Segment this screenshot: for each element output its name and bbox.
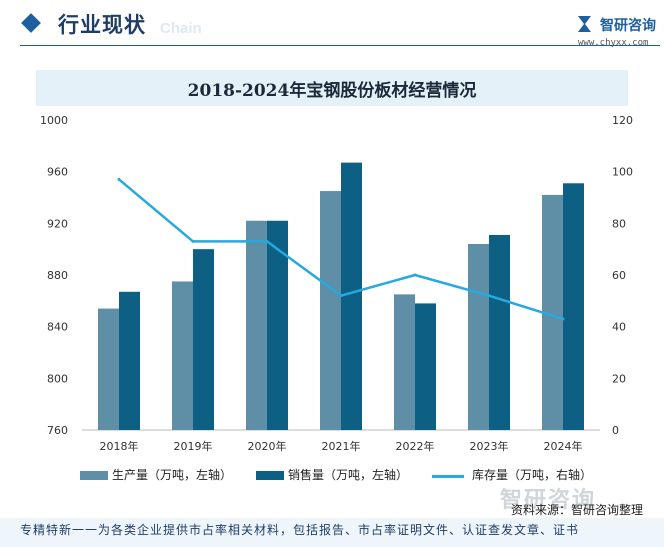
y-right-tick-label: 60: [612, 269, 626, 282]
point-inventory: [561, 317, 565, 321]
footer-band: [0, 518, 664, 547]
bar-sales: [267, 220, 288, 430]
bar-production: [246, 220, 267, 430]
point-inventory: [413, 273, 417, 277]
y-left-tick-label: 1000: [40, 114, 68, 127]
bar-production: [394, 294, 415, 430]
x-tick-label: 2019年: [174, 439, 213, 453]
x-tick-label: 2018年: [100, 439, 139, 453]
y-right-tick-label: 120: [612, 114, 633, 127]
chain-watermark: Chain: [160, 20, 202, 37]
legend-label-inventory: 库存量（万吨，右轴）: [472, 468, 593, 482]
bar-sales: [489, 234, 510, 430]
point-inventory: [265, 239, 269, 243]
bar-sales: [563, 183, 584, 430]
x-tick-label: 2024年: [544, 439, 583, 453]
x-tick-label: 2023年: [470, 439, 509, 453]
chart-title: 2018-2024年宝钢股份板材经营情况: [187, 81, 477, 101]
y-left-tick-label: 960: [47, 166, 68, 179]
y-right-tick-label: 80: [612, 217, 626, 230]
x-tick-label: 2022年: [396, 439, 435, 453]
bar-sales: [341, 162, 362, 430]
x-tick-label: 2021年: [322, 439, 361, 453]
bar-sales: [193, 249, 214, 430]
brand-name: 智研咨询: [600, 18, 656, 34]
header-divider: [20, 45, 660, 46]
legend-swatch-inventory: [432, 475, 464, 478]
y-right-tick-label: 20: [612, 372, 626, 385]
y-left-tick-label: 920: [47, 217, 68, 230]
legend-label-sales: 销售量（万吨，左轴）: [288, 468, 409, 482]
y-right-tick-label: 100: [612, 166, 633, 179]
page-header: 行业现状 Chain 智研咨询 www.chyxx.com: [0, 0, 664, 52]
point-inventory: [117, 177, 121, 181]
legend-label-production: 生产量（万吨，左轴）: [112, 468, 233, 482]
point-inventory: [191, 239, 195, 243]
bar-production: [542, 194, 563, 430]
brand-logo-icon: [578, 16, 591, 32]
section-title: 行业现状: [58, 13, 146, 37]
y-right-tick-label: 40: [612, 321, 626, 334]
site-url: www.chyxx.com: [578, 38, 649, 48]
y-right-tick-label: 0: [612, 424, 619, 437]
data-source: 资料来源：智研咨询整理: [511, 503, 644, 517]
legend-swatch-sales: [256, 471, 284, 480]
bar-production: [320, 191, 341, 430]
brand-watermark: 智研咨询: [500, 488, 597, 513]
bar-sales: [119, 291, 140, 430]
bar-production: [172, 281, 193, 430]
y-left-tick-label: 840: [47, 321, 68, 334]
legend-swatch-production: [80, 471, 108, 480]
y-left-tick-label: 760: [47, 424, 68, 437]
bar-production: [468, 244, 489, 430]
x-tick-label: 2020年: [248, 439, 287, 453]
title-band: [36, 70, 628, 106]
bar-production: [98, 308, 119, 430]
point-inventory: [487, 294, 491, 298]
y-left-tick-label: 880: [47, 269, 68, 282]
point-inventory: [339, 294, 343, 298]
y-left-tick-label: 800: [47, 372, 68, 385]
footer-text: 专精特新一一为各类企业提供市占率相关材料，包括报告、市占率证明文件、认证查发文章…: [20, 523, 580, 537]
bar-sales: [415, 303, 436, 430]
